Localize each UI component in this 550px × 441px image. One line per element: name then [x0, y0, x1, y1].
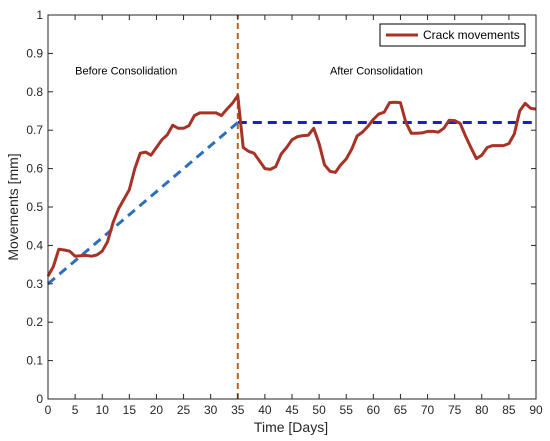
y-tick-label: 0.6: [26, 162, 43, 176]
x-tick-label: 75: [448, 403, 462, 417]
x-tick-label: 5: [72, 403, 79, 417]
x-tick-label: 65: [394, 403, 408, 417]
y-tick-label: 0.8: [26, 85, 43, 99]
annotation-2: After Consolidation: [330, 66, 423, 78]
x-tick-label: 35: [231, 403, 245, 417]
x-tick-label: 30: [204, 403, 218, 417]
x-tick-label: 10: [96, 403, 110, 417]
x-tick-label: 40: [258, 403, 272, 417]
y-tick-label: 0.2: [26, 315, 43, 329]
reference-line-1: [47, 121, 239, 285]
plot-area: [46, 15, 537, 399]
legend: Crack movements: [379, 23, 526, 47]
x-tick-label: 20: [150, 403, 164, 417]
annotation-1: Before Consolidation: [75, 66, 177, 78]
y-tick-label: 0.3: [26, 277, 43, 291]
y-tick-label: 0.1: [26, 354, 43, 368]
y-tick-label: 0: [36, 392, 43, 406]
x-tick-label: 55: [340, 403, 354, 417]
x-tick-label: 85: [502, 403, 516, 417]
y-tick-label: 0.9: [26, 46, 43, 60]
series-line-1: [46, 94, 537, 277]
x-tick-label: 80: [475, 403, 489, 417]
y-tick-label: 0.5: [26, 200, 43, 214]
y-tick-label: 1: [36, 8, 43, 22]
x-tick-label: 15: [123, 403, 137, 417]
x-tick-label: 70: [421, 403, 435, 417]
legend-box: [379, 23, 526, 47]
x-tick-label: 25: [177, 403, 191, 417]
axes: 0 5 10 15 20 25 30 35 40 45 50 55 60 65 70 75 80 85 90 0 0.1…: [26, 8, 543, 417]
y-tick-label: 0.7: [26, 123, 43, 137]
x-tick-label: 90: [529, 403, 543, 417]
annotations: Before Consolidation After Consolidation: [75, 66, 423, 78]
x-tick-label: 60: [367, 403, 381, 417]
x-tick-label: 0: [45, 403, 52, 417]
x-tick-label: 50: [312, 403, 326, 417]
x-tick-label: 45: [285, 403, 299, 417]
x-axis-label: Time [Days]: [254, 419, 328, 435]
y-tick-label: 0.4: [26, 238, 43, 252]
y-axis-label: Movements [mm]: [5, 153, 21, 260]
legend-label: Crack movements: [423, 28, 520, 42]
